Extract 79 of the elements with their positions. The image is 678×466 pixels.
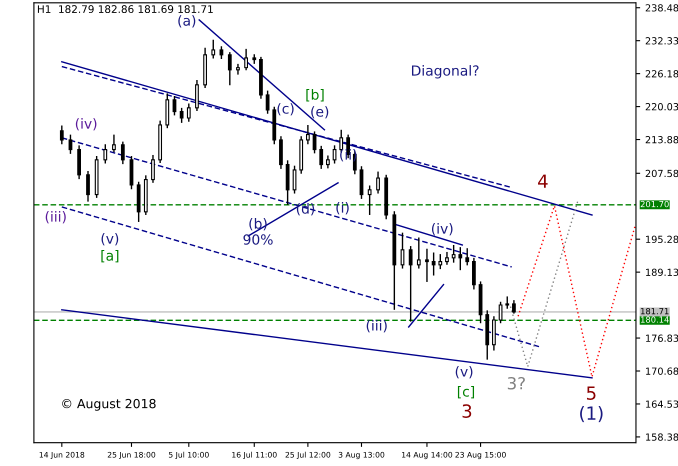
- candlestick: [195, 79, 199, 112]
- candlestick: [292, 164, 296, 194]
- ref-line-label: 201.70: [640, 200, 669, 208]
- candlestick: [416, 236, 421, 270]
- annotation: (i): [336, 202, 349, 214]
- annotation: 4: [538, 174, 548, 188]
- candlestick: [408, 245, 413, 322]
- candlestick: [228, 51, 232, 86]
- candlestick: [326, 154, 330, 170]
- candlestick: [236, 63, 240, 76]
- candlestick: [425, 248, 429, 283]
- y-tick-label: 213.88: [646, 136, 678, 144]
- candlestick: [432, 252, 436, 276]
- candlestick: [186, 102, 191, 122]
- candlestick: [472, 257, 476, 290]
- candlestick: [458, 246, 462, 271]
- annotation: (c): [278, 103, 294, 116]
- annotation: 5: [586, 386, 596, 400]
- annotation: [a]: [101, 250, 118, 262]
- candlestick: [368, 184, 372, 216]
- candlestick: [400, 232, 404, 270]
- candlestick: [112, 134, 116, 153]
- annotation: 3?: [508, 376, 525, 390]
- candlestick: [220, 46, 224, 60]
- ref-line-label: 181.71: [641, 308, 669, 314]
- annotation: 3: [462, 404, 472, 418]
- candlestick: [180, 107, 184, 124]
- annotation: [b]: [306, 89, 324, 102]
- candlestick: [252, 54, 256, 65]
- y-tick-label: 176.83: [646, 334, 678, 342]
- annotation: 90%: [243, 234, 273, 245]
- candlestick: [438, 253, 442, 270]
- candlestick: [211, 39, 216, 60]
- y-tick-label: 226.18: [646, 70, 678, 78]
- annotation: (1): [580, 406, 603, 422]
- candlestick: [172, 95, 176, 116]
- y-tick-label: 170.68: [646, 367, 678, 375]
- candlestick: [151, 154, 155, 184]
- y-tick-label: 164.53: [646, 400, 678, 408]
- candlestick: [445, 251, 449, 266]
- annotation: (iv): [432, 223, 453, 236]
- y-tick-label: 220.03: [646, 103, 678, 110]
- y-tick-label: 207.58: [646, 170, 678, 178]
- candlestick: [498, 301, 502, 324]
- candlestick: [319, 145, 324, 170]
- candlestick: [86, 170, 90, 202]
- candlestick: [244, 48, 248, 72]
- y-tick-label: 158.38: [646, 433, 678, 441]
- annotation: (e): [311, 106, 328, 118]
- ref-line-label: 180.14: [641, 316, 669, 323]
- candlestick: [332, 144, 336, 164]
- annotation: (iv): [76, 118, 96, 130]
- y-tick-label: 189.13: [646, 268, 678, 276]
- y-tick-label: 238.48: [646, 4, 678, 12]
- candlestick: [266, 90, 270, 114]
- annotation: [c]: [458, 386, 474, 398]
- line-series: [517, 205, 636, 378]
- chart-title: H1 182.79 182.86 181.69 181.71: [38, 5, 213, 14]
- candlestick: [376, 170, 380, 194]
- candlestick: [512, 299, 516, 314]
- annotation: (v): [102, 233, 118, 246]
- y-tick-label: 232.33: [646, 37, 678, 45]
- candlestick: [465, 248, 470, 266]
- annotation: (b): [249, 218, 267, 230]
- candlestick: [306, 124, 310, 145]
- candlestick: [103, 144, 108, 164]
- annotation: (iii): [46, 211, 66, 224]
- candlestick: [505, 296, 510, 310]
- annotation: (a): [178, 15, 196, 28]
- candlestick: [312, 130, 316, 154]
- annotation: (v): [456, 366, 472, 378]
- candlestick: [120, 140, 125, 165]
- candlestick: [452, 244, 456, 264]
- y-tick-label: 195.28: [646, 236, 678, 244]
- candlestick: [60, 124, 64, 145]
- annotation: (iii): [366, 320, 387, 332]
- candlestick: [68, 134, 72, 155]
- annotation: © August 2018: [62, 398, 156, 411]
- annotation: Diagonal?: [412, 65, 479, 78]
